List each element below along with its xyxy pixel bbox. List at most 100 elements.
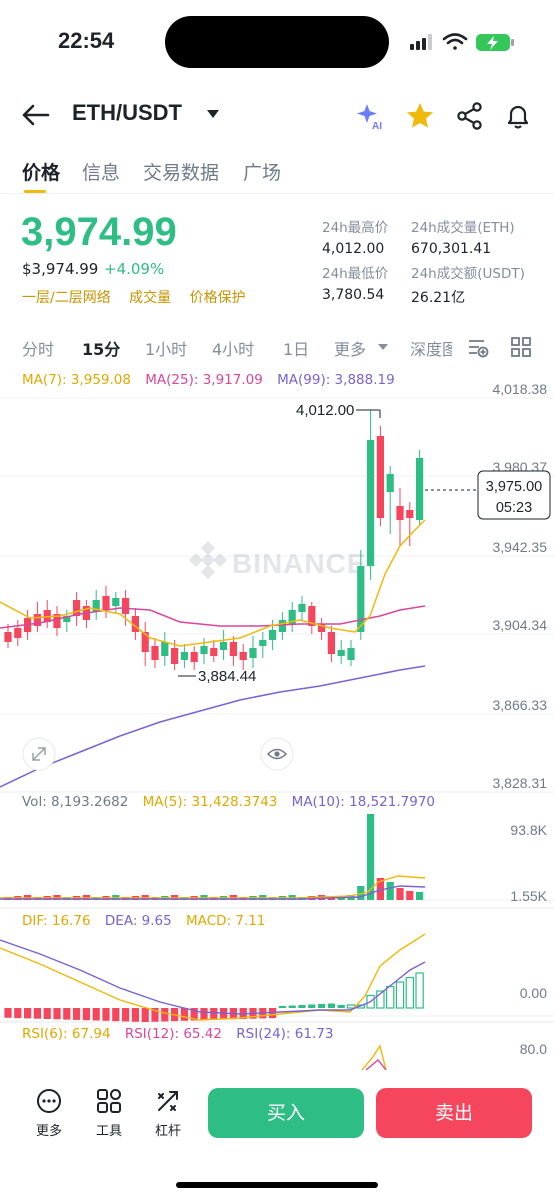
candle-body (357, 566, 365, 632)
candle-body (259, 640, 267, 646)
candle-body (92, 600, 100, 612)
interval-time-share[interactable]: 分时 (22, 340, 55, 359)
price-change: +4.09% (104, 260, 165, 278)
svg-text:4,012.00: 4,012.00 (296, 402, 354, 419)
tag-layer-network[interactable]: 一层/二层网络 (22, 290, 111, 306)
tag-price-protection[interactable]: 价格保护 (189, 290, 246, 306)
macd-bar (415, 972, 424, 1009)
candle-body (180, 652, 188, 660)
more-button[interactable]: 更多 (24, 1088, 74, 1139)
stat-volume-eth: 24h成交量(ETH) 670,301.41 (411, 216, 515, 257)
wifi-icon (442, 33, 468, 50)
stat-high: 24h最高价 4,012.00 (322, 216, 388, 257)
macd-bar (318, 1004, 326, 1008)
volume-bar (386, 882, 394, 900)
candle-body (367, 440, 375, 566)
stat-volume-usdt-value: 26.21亿 (411, 290, 466, 306)
ai-sparkle-icon[interactable]: AI (354, 100, 386, 132)
pair-title[interactable]: ETH/USDT (72, 100, 182, 125)
layout-grid-icon[interactable] (510, 336, 532, 358)
macd-bar (161, 1008, 169, 1022)
candle-body (416, 458, 424, 520)
macd-bar (33, 1008, 41, 1019)
ma7-line (0, 519, 426, 647)
interval-1h[interactable]: 1小时 (145, 340, 188, 359)
interval-more[interactable]: 更多 (334, 340, 367, 359)
candle-body (151, 646, 159, 660)
macd-bar (24, 1008, 32, 1019)
candle-body (239, 652, 247, 660)
rsi-line (361, 1044, 387, 1070)
candle-body (131, 616, 139, 632)
macd-bar (278, 1006, 286, 1008)
ma25-label: MA(25): 3,917.09 (145, 372, 263, 388)
rsi-line-2 (365, 1059, 387, 1070)
macd-bar (63, 1008, 71, 1020)
candle-body (269, 630, 277, 640)
macd-legend: DIF: 16.76 DEA: 9.65 MACD: 7.11 (22, 913, 275, 929)
stat-low-label: 24h最低价 (322, 266, 389, 282)
kline-chart[interactable]: BINANCE 4,018.383,980.373,942.353,904.34… (0, 370, 554, 1070)
price-usd: $3,974.99 (22, 260, 99, 278)
price-axis-label: 4,018.38 (493, 381, 548, 397)
macd-bar (395, 981, 405, 1009)
more-label: 更多 (35, 1124, 62, 1139)
leverage-button[interactable]: 杠杆 (143, 1088, 193, 1139)
candle-body (73, 600, 81, 616)
back-arrow-icon[interactable] (18, 100, 52, 130)
macd-bar (337, 1005, 345, 1008)
sell-button[interactable]: 卖出 (376, 1088, 532, 1138)
signal-icon (410, 34, 432, 50)
bell-icon[interactable] (502, 100, 534, 132)
tab-info[interactable]: 信息 (82, 162, 121, 184)
candle-body (210, 648, 218, 656)
macd-bar (327, 1003, 335, 1008)
vol-label: Vol: 8,193.2682 (22, 794, 129, 810)
interval-1d[interactable]: 1日 (283, 340, 310, 359)
candle-body (308, 606, 316, 626)
candle-body (161, 642, 169, 656)
vol-ma5-label: MA(5): 31,428.3743 (142, 794, 278, 810)
tab-square[interactable]: 广场 (243, 162, 282, 184)
stat-high-value: 4,012.00 (322, 241, 385, 257)
chevron-down-icon[interactable] (205, 108, 221, 120)
volume-bar (396, 888, 404, 900)
stat-high-label: 24h最高价 (322, 220, 389, 236)
macd-dif-line (0, 933, 426, 1021)
ma25-line (0, 605, 426, 629)
eye-icon (260, 737, 294, 771)
macd-bar (4, 1008, 12, 1018)
macd-bar (92, 1008, 100, 1021)
candle-body (347, 648, 355, 660)
tools-label: 工具 (95, 1124, 122, 1139)
tag-volume[interactable]: 成交量 (129, 290, 172, 306)
interval-15m[interactable]: 15分 (82, 340, 121, 359)
indicator-settings-icon[interactable] (466, 336, 490, 360)
ma99-line (0, 665, 426, 788)
stat-volume-usdt-label: 24h成交额(USDT) (411, 266, 525, 282)
binance-watermark: BINANCE (189, 541, 366, 579)
buy-button[interactable]: 买入 (208, 1088, 364, 1138)
tab-price[interactable]: 价格 (22, 162, 61, 184)
macd-dea-line (0, 939, 426, 1015)
star-icon[interactable] (404, 100, 436, 132)
header: ETH/USDT AI (0, 88, 554, 144)
macd-bar (200, 1008, 208, 1021)
tab-trading-data[interactable]: 交易数据 (143, 162, 220, 184)
candle-body (14, 628, 22, 638)
macd-bar (151, 1008, 159, 1022)
interval-depth[interactable]: 深度图 (410, 340, 452, 359)
stat-low-value: 3,780.54 (322, 287, 385, 303)
macd-bar (73, 1008, 81, 1020)
more-chevron-icon[interactable] (376, 342, 390, 352)
interval-4h[interactable]: 4小时 (212, 340, 255, 359)
candle-body (63, 616, 71, 622)
svg-text:3,884.44: 3,884.44 (198, 668, 256, 685)
macd-bar (43, 1008, 51, 1019)
tools-button[interactable]: 工具 (84, 1088, 134, 1139)
share-icon[interactable] (454, 100, 486, 132)
candle-body (229, 642, 237, 656)
price-axis-label: 3,942.35 (493, 539, 548, 555)
candle-body (298, 604, 306, 612)
candle-body (318, 624, 326, 632)
